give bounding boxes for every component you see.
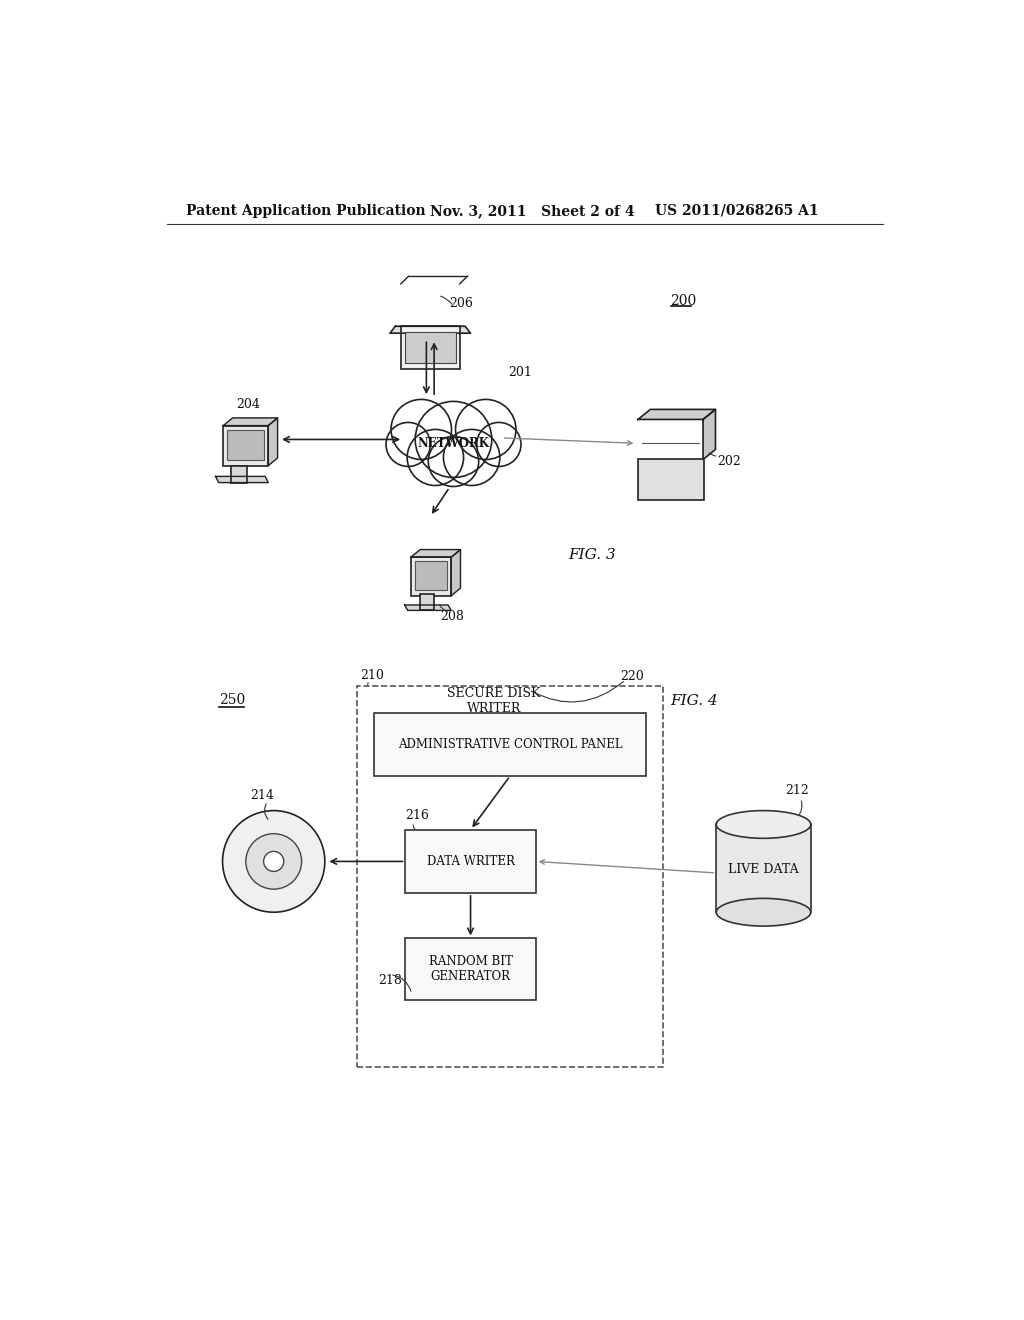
Circle shape [408,429,464,486]
Text: 200: 200 [671,294,696,308]
FancyBboxPatch shape [375,713,646,776]
Polygon shape [703,409,716,459]
Text: 206: 206 [450,297,473,310]
Text: ADMINISTRATIVE CONTROL PANEL: ADMINISTRATIVE CONTROL PANEL [397,738,623,751]
Circle shape [477,422,521,466]
Text: LIVE DATA: LIVE DATA [728,862,799,875]
Text: 214: 214 [251,789,274,803]
Circle shape [443,429,500,486]
Text: 202: 202 [717,454,740,467]
FancyBboxPatch shape [415,561,447,590]
Text: DATA WRITER: DATA WRITER [427,855,514,869]
FancyBboxPatch shape [227,430,264,461]
FancyBboxPatch shape [406,939,536,1001]
Text: 212: 212 [785,784,809,797]
Text: RANDOM BIT
GENERATOR: RANDOM BIT GENERATOR [429,956,512,983]
Text: 220: 220 [621,671,644,684]
Polygon shape [390,326,471,333]
Text: 204: 204 [237,399,260,412]
Ellipse shape [222,810,325,912]
Circle shape [456,400,516,459]
Text: SECURE DISK
WRITER: SECURE DISK WRITER [447,688,541,715]
Text: 218: 218 [378,974,402,987]
Circle shape [391,400,452,459]
FancyBboxPatch shape [638,459,703,499]
Polygon shape [223,418,278,425]
Text: Nov. 3, 2011   Sheet 2 of 4: Nov. 3, 2011 Sheet 2 of 4 [430,203,635,218]
Polygon shape [638,409,716,420]
Text: NETWORK: NETWORK [418,437,489,450]
Text: 250: 250 [219,693,246,708]
FancyBboxPatch shape [231,466,247,483]
Text: 201: 201 [508,366,531,379]
Text: FIG. 3: FIG. 3 [568,548,616,562]
FancyBboxPatch shape [400,326,460,368]
FancyBboxPatch shape [716,825,811,912]
Text: US 2011/0268265 A1: US 2011/0268265 A1 [655,203,818,218]
Circle shape [415,401,492,478]
FancyBboxPatch shape [420,594,434,610]
FancyBboxPatch shape [223,425,268,466]
Text: FIG. 4: FIG. 4 [671,694,718,709]
Circle shape [386,422,430,466]
FancyBboxPatch shape [411,557,452,595]
FancyBboxPatch shape [406,830,536,892]
Text: Patent Application Publication: Patent Application Publication [186,203,426,218]
Ellipse shape [246,834,302,890]
Polygon shape [452,549,461,595]
Polygon shape [268,418,278,466]
Polygon shape [216,477,268,483]
Polygon shape [404,605,452,610]
Text: 216: 216 [406,809,429,822]
Polygon shape [411,549,461,557]
Circle shape [428,437,478,487]
Text: 210: 210 [360,669,384,682]
Text: 208: 208 [440,610,464,623]
Ellipse shape [716,899,811,927]
Ellipse shape [716,810,811,838]
FancyBboxPatch shape [404,331,456,363]
Ellipse shape [263,851,284,871]
